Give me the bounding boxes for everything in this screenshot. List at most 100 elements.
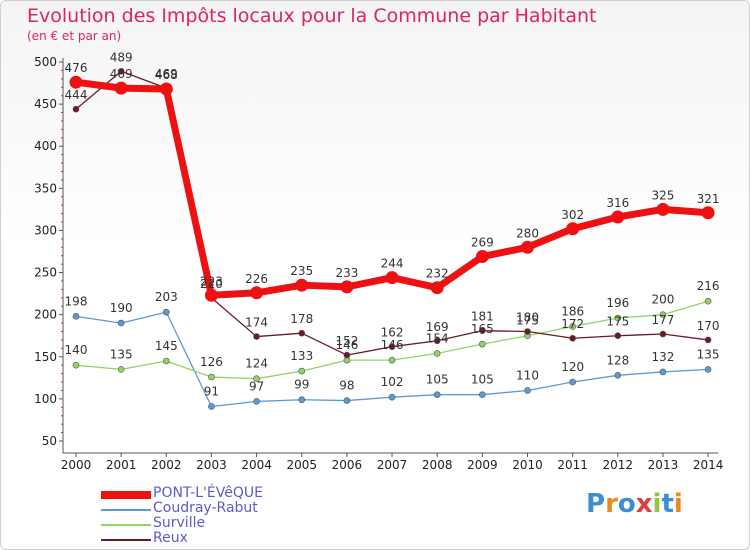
x-tick-label: 2013 [648, 458, 679, 472]
data-point [659, 330, 667, 338]
data-point [163, 308, 170, 316]
data-label: 469 [155, 67, 178, 81]
y-tick-label: 500 [34, 55, 57, 69]
data-point [704, 297, 712, 305]
y-tick-label: 150 [34, 350, 57, 364]
logo-letter: o [617, 489, 636, 519]
y-tick-label: 50 [42, 434, 57, 448]
legend-label: PONT-L'ÉVêQUE [153, 485, 263, 501]
data-point [253, 398, 260, 405]
data-point [298, 396, 306, 404]
legend-swatch [101, 491, 151, 499]
legend-swatch [101, 524, 151, 526]
logo-letter: x [635, 489, 653, 519]
data-label: 146 [335, 338, 358, 352]
data-label: 235 [290, 264, 313, 278]
y-tick-label: 100 [34, 392, 57, 406]
data-label: 244 [381, 257, 404, 271]
y-tick-label: 200 [34, 308, 57, 322]
data-label: 124 [245, 357, 268, 371]
chart-subtitle: (en € et par an) [27, 29, 122, 43]
data-label: 105 [471, 373, 494, 387]
data-point [433, 337, 441, 345]
data-label: 99 [294, 378, 309, 392]
data-point [295, 278, 309, 292]
data-label: 190 [110, 301, 133, 315]
data-label: 175 [606, 315, 629, 329]
data-label: 165 [471, 322, 494, 336]
data-label: 126 [200, 355, 223, 369]
data-label: 97 [249, 379, 264, 393]
legend-swatch [101, 509, 151, 511]
data-label: 198 [65, 294, 88, 308]
data-point [430, 281, 444, 295]
data-point [114, 81, 128, 95]
data-point [298, 329, 306, 337]
data-label: 172 [561, 317, 584, 331]
data-label: 178 [290, 312, 313, 326]
data-label: 216 [697, 279, 720, 293]
data-label: 140 [65, 343, 88, 357]
y-tick-label: 400 [34, 139, 57, 153]
data-label: 186 [561, 304, 584, 318]
data-point [611, 210, 625, 224]
data-point [298, 367, 306, 375]
data-point [433, 350, 441, 357]
data-point [475, 250, 489, 264]
data-label: 232 [426, 267, 449, 281]
x-tick-label: 2014 [693, 458, 724, 472]
data-point [433, 391, 441, 398]
data-point [704, 336, 712, 344]
x-tick-label: 2010 [512, 458, 543, 472]
data-point [479, 327, 486, 334]
data-point [524, 328, 531, 335]
data-point [343, 397, 351, 404]
x-tick-label: 2006 [332, 458, 363, 472]
x-tick-label: 2009 [467, 458, 498, 472]
data-point [524, 387, 531, 394]
data-point [159, 82, 173, 96]
legend-label: Reux [153, 530, 188, 546]
logo-letter: r [605, 489, 618, 519]
data-point [388, 393, 396, 401]
chart-title: Evolution des Impôts locaux pour la Comm… [27, 5, 597, 27]
data-label: 98 [339, 379, 354, 393]
data-label: 170 [697, 319, 720, 333]
data-point [117, 319, 125, 327]
data-point [614, 314, 622, 322]
x-tick-label: 2002 [151, 458, 182, 472]
data-label: 280 [516, 226, 539, 240]
data-label: 444 [65, 88, 88, 102]
y-tick-label: 350 [34, 181, 57, 195]
x-tick-label: 2001 [106, 458, 137, 472]
data-label: 174 [245, 316, 268, 330]
data-point [569, 334, 576, 342]
x-tick-label: 2008 [422, 458, 453, 472]
x-tick-label: 2007 [377, 458, 408, 472]
data-label: 476 [65, 61, 88, 75]
data-point [659, 368, 667, 376]
data-point [388, 356, 396, 364]
data-label: 135 [110, 347, 133, 361]
data-label: 302 [561, 208, 584, 222]
data-label: 110 [516, 368, 539, 382]
data-label: 91 [204, 384, 219, 398]
x-tick-label: 2011 [557, 458, 588, 472]
data-label: 489 [110, 50, 133, 64]
data-label: 120 [561, 360, 584, 374]
data-label: 233 [335, 266, 358, 280]
data-label: 316 [606, 196, 629, 210]
data-point [656, 202, 670, 216]
data-point [163, 357, 170, 365]
data-label: 152 [335, 334, 358, 348]
data-point [701, 206, 715, 220]
y-tick-label: 300 [34, 223, 57, 237]
data-point [117, 67, 125, 75]
data-point [343, 351, 351, 359]
data-point [521, 240, 534, 254]
x-tick-label: 2004 [241, 458, 272, 472]
data-label: 133 [290, 349, 313, 363]
data-point [659, 311, 667, 318]
logo-letter: P [586, 489, 606, 519]
